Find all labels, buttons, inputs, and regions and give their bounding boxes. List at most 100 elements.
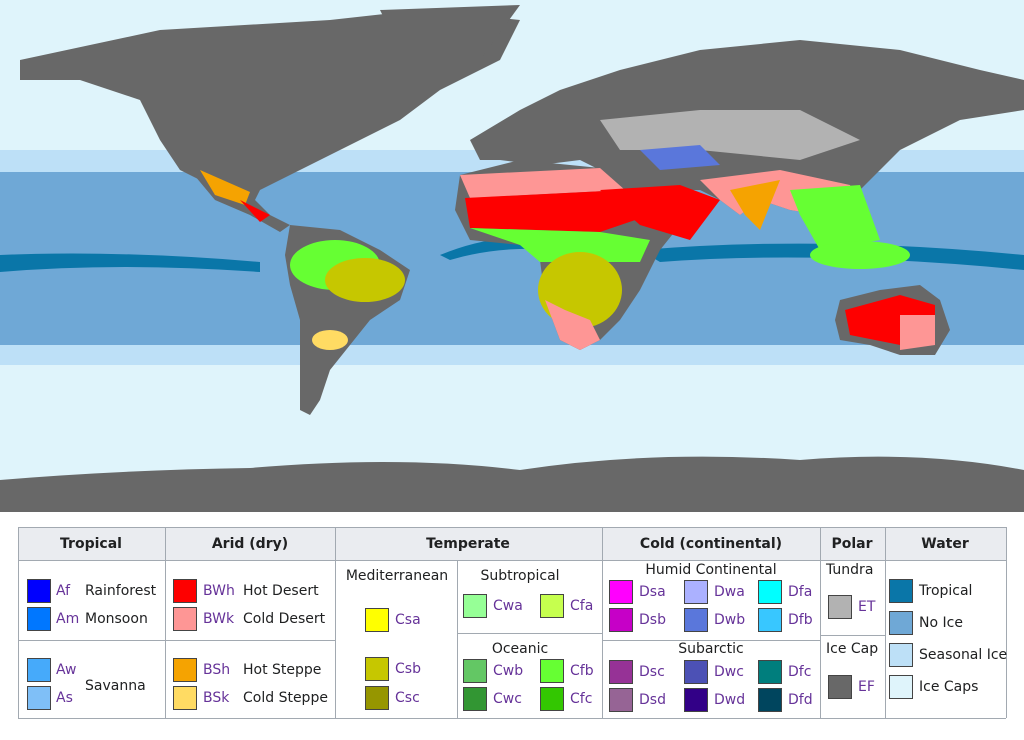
swatch — [828, 595, 852, 619]
group-title: Mediterranean — [345, 568, 449, 584]
column-header: Temperate — [426, 536, 510, 552]
column-header: Polar — [831, 536, 873, 552]
swatch — [540, 594, 564, 618]
swatch — [684, 580, 708, 604]
climate-code: Dwb — [714, 612, 746, 628]
climate-code: Dsb — [639, 612, 666, 628]
swatch — [27, 579, 51, 603]
swatch — [684, 660, 708, 684]
climate-code: Dfa — [788, 584, 813, 600]
table-rule — [335, 527, 336, 718]
swatch — [27, 686, 51, 710]
table-rule — [18, 527, 1006, 528]
swatch — [173, 607, 197, 631]
table-rule — [820, 527, 821, 718]
table-rule — [18, 718, 1006, 719]
column-header: Water — [921, 536, 969, 552]
climate-label: Rainforest — [85, 583, 157, 599]
climate-code: BSk — [203, 690, 230, 706]
swatch — [758, 660, 782, 684]
swatch — [609, 608, 633, 632]
group-title: Subtropical — [480, 568, 560, 584]
table-rule — [457, 633, 602, 634]
table-rule — [820, 635, 885, 636]
climate-code: Dfd — [788, 692, 813, 708]
group-title: Subarctic — [678, 641, 744, 657]
climate-code: Dsd — [639, 692, 666, 708]
swatch — [889, 643, 913, 667]
swatch — [758, 608, 782, 632]
column-header: Tropical — [60, 536, 122, 552]
climate-code: Dwa — [714, 584, 745, 600]
table-rule — [18, 527, 19, 718]
swatch — [609, 580, 633, 604]
climate-label: Seasonal Ice — [919, 647, 1008, 663]
swatch — [889, 611, 913, 635]
swatch — [758, 688, 782, 712]
world-map — [0, 0, 1024, 512]
table-rule — [18, 560, 1006, 561]
climate-code: Af — [56, 583, 71, 599]
climate-code: ET — [858, 599, 876, 615]
swatch — [758, 580, 782, 604]
swatch — [463, 594, 487, 618]
swatch — [365, 657, 389, 681]
column-header: Arid (dry) — [211, 536, 289, 552]
swatch — [173, 658, 197, 682]
climate-code: Dsa — [639, 584, 666, 600]
climate-code: Csa — [395, 612, 421, 628]
swatch — [173, 579, 197, 603]
table-rule — [165, 527, 166, 718]
climate-code: Cwb — [493, 663, 524, 679]
swatch — [365, 608, 389, 632]
swatch — [609, 688, 633, 712]
climate-label: Cold Desert — [243, 611, 326, 627]
table-rule — [602, 640, 820, 641]
swatch — [684, 688, 708, 712]
table-rule — [18, 640, 335, 641]
swatch — [684, 608, 708, 632]
swatch — [27, 607, 51, 631]
header-bg — [18, 527, 1006, 560]
climate-code: Cwc — [493, 691, 522, 707]
climate-code: BWh — [203, 583, 235, 599]
table-rule — [1006, 527, 1007, 718]
climate-code: Cfb — [570, 663, 594, 679]
legend: Tropical Arid (dry) Temperate Cold (contine… — [0, 512, 1024, 740]
table-rule — [457, 560, 458, 718]
swatch — [27, 658, 51, 682]
climate-code: Am — [56, 611, 80, 627]
group-title: Oceanic — [491, 641, 549, 657]
swatch — [609, 660, 633, 684]
climate-label: Monsoon — [85, 611, 148, 627]
climate-code: Dwd — [714, 692, 746, 708]
climate-code: Csb — [395, 661, 421, 677]
swatch — [540, 687, 564, 711]
climate-code: Cwa — [493, 598, 523, 614]
climate-code: Dwc — [714, 664, 744, 680]
swatch — [540, 659, 564, 683]
swatch — [173, 686, 197, 710]
table-rule — [602, 527, 603, 718]
swatch — [365, 686, 389, 710]
climate-code: Dfc — [788, 664, 812, 680]
climate-label: Hot Desert — [243, 583, 319, 599]
climate-label: Cold Steppe — [243, 690, 328, 706]
climate-code: Cfa — [570, 598, 594, 614]
climate-code: Aw — [56, 662, 77, 678]
swatch — [463, 687, 487, 711]
swatch — [463, 659, 487, 683]
climate-code: EF — [858, 679, 875, 695]
group-title: Tundra — [826, 562, 874, 578]
swatch — [828, 675, 852, 699]
climate-code: BWk — [203, 611, 235, 627]
group-title: Humid Continental — [645, 562, 777, 578]
climate-code: Dfb — [788, 612, 813, 628]
group-label: Savanna — [85, 678, 146, 694]
climate-label: Tropical — [919, 583, 973, 599]
climate-label: No Ice — [919, 615, 963, 631]
climate-code: As — [56, 690, 73, 706]
climate-label: Ice Caps — [919, 679, 979, 695]
group-title: Ice Cap — [826, 641, 879, 657]
table-rule — [885, 527, 886, 718]
